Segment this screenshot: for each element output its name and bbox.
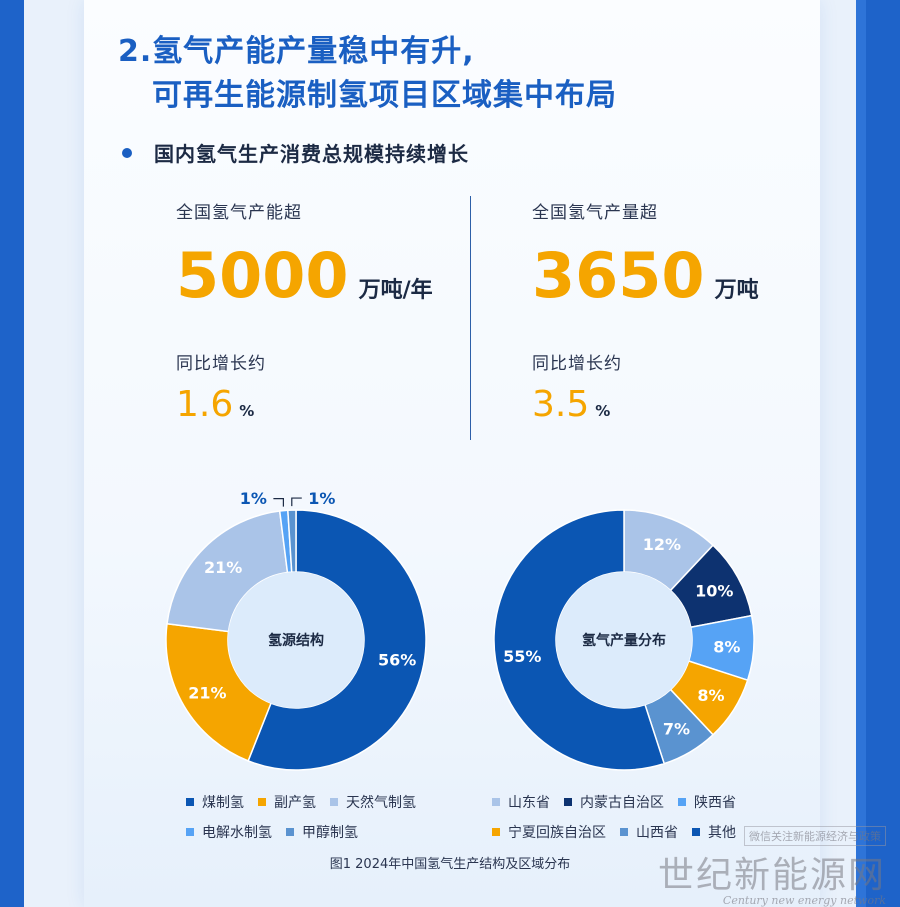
- donut-charts: 56% 21% 21% 1% 1% 氢源结构 12% 10% 8% 8% 7% 55% 氢气产量分布: [165, 489, 755, 771]
- figure-caption: 图1 2024年中国氢气生产结构及区域分布: [329, 857, 571, 872]
- legend-label: 宁夏回族自治区: [508, 825, 606, 841]
- legend-swatch-icon: [492, 828, 500, 836]
- legend-label: 其他: [708, 825, 736, 841]
- output-yoy-value: 3.5: [532, 384, 590, 425]
- section-title-line2: 可再生能源制氢项目区域集中布局: [152, 78, 617, 113]
- right-frame-inner-bar: [856, 0, 866, 907]
- capacity-value: 5000: [176, 239, 349, 312]
- legend-label: 煤制氢: [202, 795, 244, 811]
- legend-item: 宁夏回族自治区: [492, 822, 606, 842]
- donut-1-label-5: 55%: [503, 647, 541, 666]
- watermark-top-text: 微信关注新能源经济与政策: [744, 826, 886, 846]
- legend-swatch-icon: [286, 828, 294, 836]
- bullet-dot-icon: [122, 147, 132, 158]
- watermark: 微信关注新能源经济与政策 世纪新能源网 Century new energy n…: [657, 826, 886, 907]
- bullet-heading-text: 国内氢气生产消费总规模持续增长: [154, 142, 469, 166]
- section-title-line1: 2.氢气产能产量稳中有升,: [118, 34, 475, 69]
- legend-swatch-icon: [678, 798, 686, 806]
- legend-swatch-icon: [564, 798, 572, 806]
- left-frame-bar: [0, 0, 24, 907]
- donut-0-center-label: 氢源结构: [268, 632, 324, 649]
- bullet-heading: 国内氢气生产消费总规模持续增长: [122, 138, 469, 167]
- output-value: 3650: [532, 239, 705, 312]
- legend-label: 电解水制氢: [202, 825, 272, 841]
- legend-item: 煤制氢: [186, 792, 244, 812]
- legend-item: 天然气制氢: [330, 792, 416, 812]
- legend-label: 副产氢: [274, 795, 316, 811]
- output-yoy-unit: %: [595, 402, 611, 420]
- legend-swatch-icon: [620, 828, 628, 836]
- legend-swatch-icon: [186, 828, 194, 836]
- legend-item: 内蒙古自治区: [564, 792, 664, 812]
- capacity-unit: 万吨/年: [358, 278, 433, 303]
- right-frame-bar: [866, 0, 900, 907]
- legend-item: 陕西省: [678, 792, 736, 812]
- watermark-english-text: Century new energy network: [722, 894, 886, 907]
- legend-label: 山东省: [508, 795, 550, 811]
- output-unit: 万吨: [714, 278, 759, 303]
- donut-0-label-0: 56%: [378, 650, 416, 669]
- output-yoy-label: 同比增长约: [532, 354, 622, 374]
- legend-swatch-icon: [492, 798, 500, 806]
- donut-1-label-1: 10%: [695, 581, 733, 600]
- legend-swatch-icon: [692, 828, 700, 836]
- donut-1-label-0: 12%: [643, 535, 681, 554]
- watermark-main-text: 世纪新能源网: [657, 855, 886, 896]
- output-label: 全国氢气产量超: [532, 203, 658, 223]
- donut-0-label-2: 21%: [204, 558, 242, 577]
- donut-0-leader-3: [273, 497, 284, 507]
- legend-swatch-icon: [186, 798, 194, 806]
- capacity-stat: 全国氢气产能超 5000 万吨/年 同比增长约 1.6 %: [176, 198, 433, 425]
- capacity-yoy-label: 同比增长约: [176, 354, 266, 374]
- legend-label: 甲醇制氢: [302, 825, 358, 841]
- capacity-label: 全国氢气产能超: [176, 203, 302, 223]
- donut-0-label-1: 21%: [188, 683, 226, 702]
- donut-0-label-3: 1%: [240, 489, 267, 508]
- legend-item: 甲醇制氢: [286, 822, 358, 842]
- section-title: 2.氢气产能产量稳中有升, 可再生能源制氢项目区域集中布局: [118, 30, 617, 118]
- legend-label: 山西省: [636, 825, 678, 841]
- legend-item: 副产氢: [258, 792, 316, 812]
- legend-label: 陕西省: [694, 795, 736, 811]
- donut-0-leader-4: [291, 497, 302, 507]
- hydrogen-source-legend: 煤制氢 副产氢 天然气制氢电解水制氢 甲醇制氢: [186, 792, 446, 852]
- capacity-yoy-value: 1.6: [176, 384, 234, 425]
- legend-item: 其他: [692, 822, 736, 842]
- legend-swatch-icon: [330, 798, 338, 806]
- donut-0-center: [228, 572, 364, 708]
- hydrogen-output-legend: 山东省 内蒙古自治区 陕西省宁夏回族自治区 山西省 其他: [492, 792, 782, 852]
- donut-0-label-4: 1%: [308, 489, 335, 508]
- legend-item: 山西省: [620, 822, 678, 842]
- legend-label: 内蒙古自治区: [580, 795, 664, 811]
- donut-1-label-4: 7%: [663, 720, 690, 739]
- legend-swatch-icon: [258, 798, 266, 806]
- legend-label: 天然气制氢: [346, 795, 416, 811]
- donut-1-center-label: 氢气产量分布: [582, 632, 666, 649]
- legend-item: 电解水制氢: [186, 822, 272, 842]
- donut-1-center: [556, 572, 692, 708]
- legend-item: 山东省: [492, 792, 550, 812]
- content-card: [84, 0, 820, 907]
- capacity-yoy-unit: %: [239, 402, 255, 420]
- donut-1-label-3: 8%: [697, 686, 724, 705]
- donut-1-label-2: 8%: [713, 637, 740, 656]
- output-stat: 全国氢气产量超 3650 万吨 同比增长约 3.5 %: [532, 198, 759, 425]
- stats-divider: [470, 196, 471, 440]
